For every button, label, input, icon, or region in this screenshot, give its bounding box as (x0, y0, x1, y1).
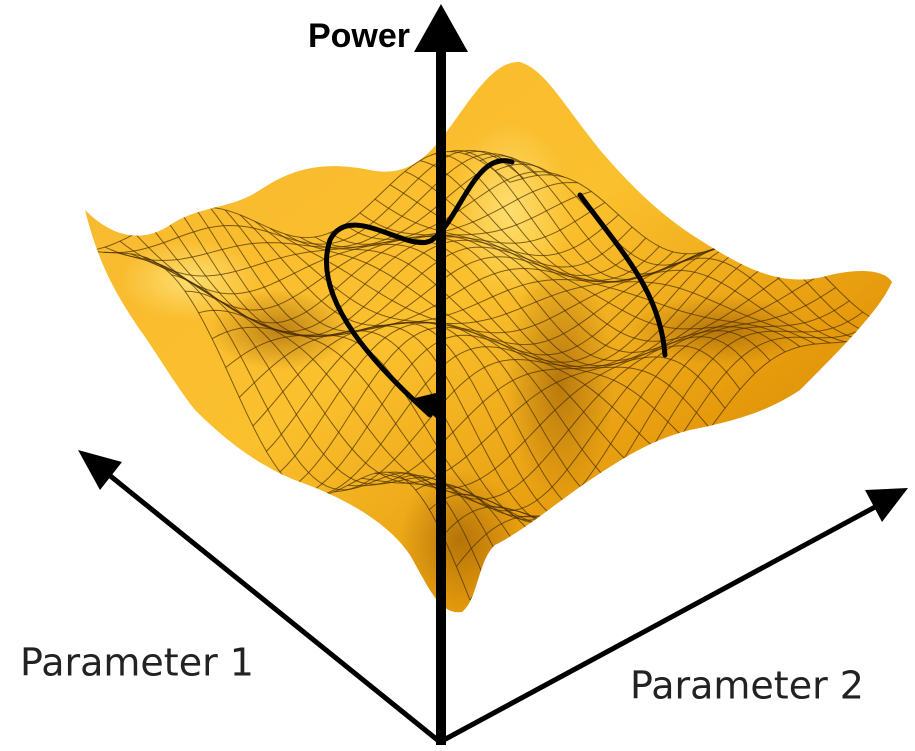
vertical-axis-line (436, 40, 446, 745)
diagram: Power Parameter 1 Parameter 2 (0, 0, 915, 751)
surface (60, 40, 910, 640)
axis-1-arrowhead (78, 450, 122, 490)
vertical-axis-arrowhead (414, 4, 468, 52)
axis-1-label: Parameter 1 (20, 641, 254, 685)
axis-2-arrowhead (865, 488, 908, 522)
page: Power Parameter 1 Parameter 2 (() => { c… (0, 0, 915, 751)
surface-highlight (450, 120, 570, 300)
surface-shadow (400, 470, 520, 610)
axis-2-label: Parameter 2 (630, 664, 864, 708)
vertical-axis-label: Power (308, 17, 410, 55)
